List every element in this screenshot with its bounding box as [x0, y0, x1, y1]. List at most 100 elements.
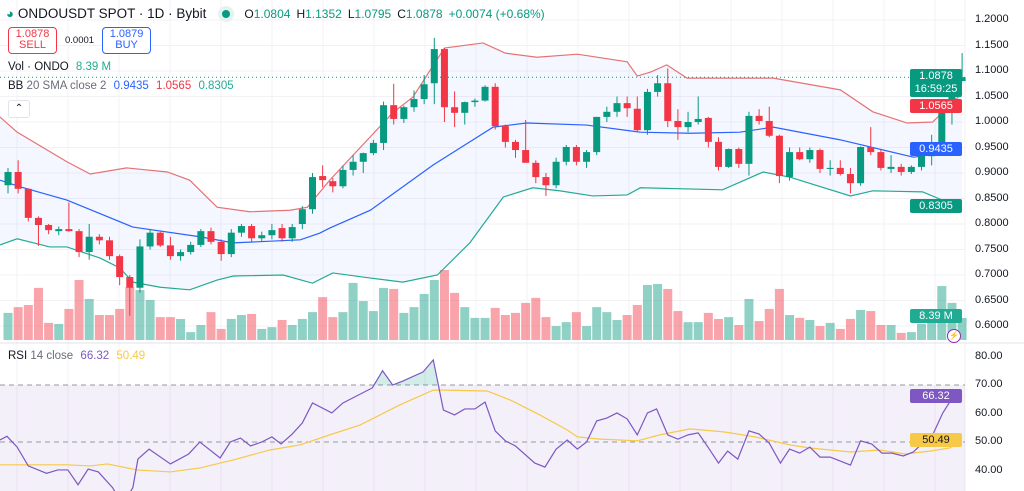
candle	[24, 188, 32, 218]
candle	[623, 103, 631, 109]
volume-value: 8.39 M	[75, 61, 112, 73]
ohlc-open: O1.0804	[244, 7, 290, 21]
candle	[339, 169, 347, 187]
candle	[907, 166, 915, 172]
candle	[552, 161, 560, 186]
candle	[278, 228, 286, 239]
rsi-ma-tag: 50.49	[910, 433, 962, 447]
volume-bar	[84, 298, 94, 340]
volume-bar	[774, 288, 784, 340]
volume-bar	[94, 315, 104, 340]
volume-bar	[318, 297, 328, 340]
candle	[704, 117, 712, 142]
volume-bar	[267, 327, 277, 340]
candle	[501, 126, 509, 142]
volume-bar	[825, 322, 835, 340]
volume-bar	[328, 317, 338, 340]
volume-bar	[257, 328, 267, 340]
candle	[380, 105, 388, 143]
candle	[755, 115, 763, 121]
volume-bar	[54, 323, 64, 340]
volume-bar	[866, 311, 876, 340]
volume-legend[interactable]: Vol · ONDO 8.39 M	[8, 61, 111, 73]
candle	[654, 83, 662, 92]
rsi-band-background	[0, 385, 965, 491]
bb-lower-value: 0.8305	[198, 80, 234, 92]
candle	[55, 229, 63, 232]
volume-label: Vol · ONDO	[8, 61, 69, 73]
volume-bar	[186, 332, 196, 340]
rsi-legend[interactable]: RSI 14 close 66.32 50.49	[8, 350, 145, 362]
sell-button[interactable]: 1.0878 SELL	[8, 27, 57, 54]
candle	[613, 103, 621, 112]
candle	[491, 86, 499, 127]
volume-bar	[673, 311, 683, 340]
candle	[846, 174, 854, 184]
lightning-icon[interactable]: ⚡	[947, 329, 961, 343]
candle	[410, 99, 418, 108]
volume-bar	[409, 307, 419, 340]
last-price-tag: 1.0878 16:59:25	[910, 69, 962, 97]
rsi-label: RSI	[8, 350, 28, 362]
symbol-legend: ◕ ONDOUSDT SPOT · 1D · Bybit O1.0804 H1.…	[6, 6, 551, 21]
volume-bar	[805, 320, 815, 340]
volume-bar	[683, 322, 693, 340]
symbol-title[interactable]: ONDOUSDT SPOT · 1D · Bybit	[17, 6, 207, 21]
candle	[735, 149, 743, 164]
candle	[4, 171, 12, 186]
candle	[258, 235, 266, 239]
volume-bar	[368, 311, 378, 340]
price-axis-label: 1.1500	[975, 38, 1009, 51]
volume-bar	[582, 326, 592, 340]
candle	[765, 120, 773, 136]
volume-bar	[845, 318, 855, 340]
candle	[836, 167, 844, 175]
candle	[136, 246, 144, 288]
candle	[938, 109, 946, 146]
candle	[603, 111, 611, 117]
candle	[532, 162, 540, 178]
candle	[897, 166, 905, 172]
rsi-ma-line	[0, 389, 963, 473]
volume-bar	[734, 325, 744, 340]
candle	[85, 236, 93, 253]
volume-bar	[389, 288, 399, 340]
candle	[918, 156, 925, 167]
volume-bar	[308, 312, 317, 340]
candle	[633, 108, 641, 131]
volume-bar	[521, 302, 531, 340]
candle	[694, 118, 702, 122]
bb-basis-value: 0.9435	[113, 80, 149, 92]
price-axis-label: 1.2000	[975, 13, 1009, 25]
volume-bar	[338, 312, 348, 340]
candle	[512, 141, 519, 151]
ohlc-close-value: 1.0878	[405, 6, 443, 21]
bb-basis-line	[0, 122, 963, 244]
volume-bar	[247, 313, 257, 340]
candle	[583, 152, 591, 162]
price-axis-label: 0.6000	[975, 319, 1009, 331]
bb-legend[interactable]: BB 20 SMA close 2 0.9435 1.0565 0.8305	[8, 80, 234, 92]
buy-button[interactable]: 1.0879 BUY	[102, 27, 152, 54]
volume-bar	[642, 285, 652, 340]
candle	[187, 244, 195, 253]
volume-bar	[612, 320, 622, 340]
bb-upper-tag: 1.0565	[910, 99, 962, 113]
ohlc-low-label: L	[347, 6, 355, 21]
price-axis-label: 1.1000	[975, 64, 1009, 76]
volume-bar	[155, 317, 165, 340]
volume-bar	[358, 301, 368, 340]
volume-bar	[754, 321, 764, 340]
volume-bar	[785, 315, 795, 340]
volume-bar	[145, 300, 155, 340]
candle	[65, 229, 73, 232]
volume-bar	[13, 307, 23, 340]
candle	[857, 146, 865, 184]
candle	[745, 115, 753, 164]
candle	[34, 217, 42, 226]
volume-bar	[236, 315, 246, 340]
candle	[684, 122, 692, 128]
exchange-logo-icon: ◕	[6, 6, 14, 21]
collapse-legend-button[interactable]: ⌃	[8, 100, 30, 118]
